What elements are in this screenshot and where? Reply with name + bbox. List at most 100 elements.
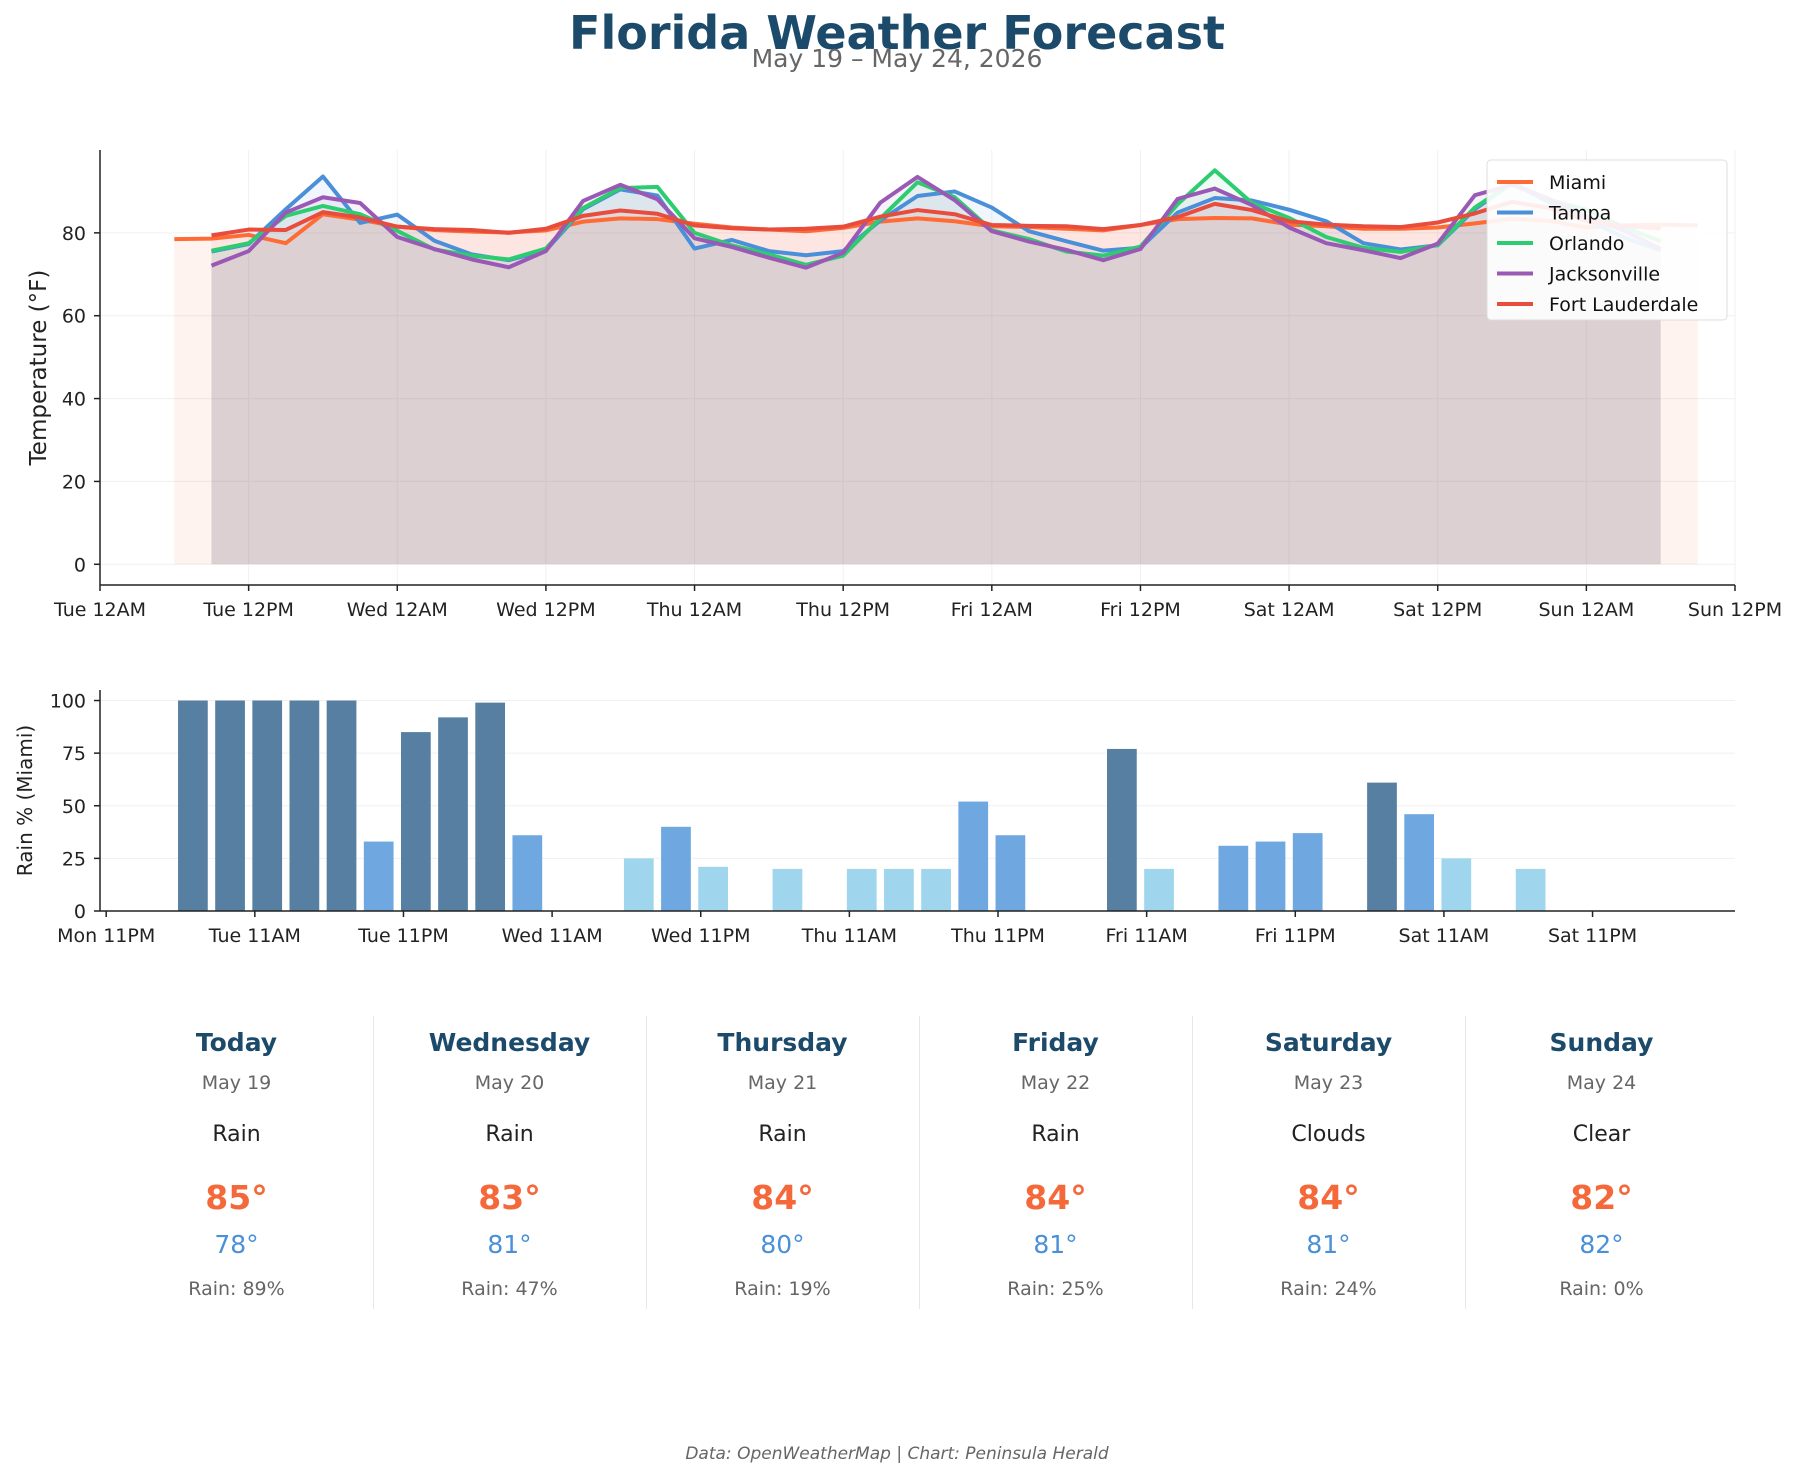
card-divider xyxy=(1465,1016,1466,1309)
forecast-high: 84° xyxy=(751,1178,814,1217)
x-tick-label: Sat 11AM xyxy=(1399,925,1490,947)
forecast-condition: Rain xyxy=(758,1122,807,1147)
forecast-day: Saturday xyxy=(1264,1028,1393,1057)
x-tick-label: Mon 11PM xyxy=(57,925,155,947)
forecast-rain: Rain: 25% xyxy=(1007,1278,1104,1300)
forecast-card: Friday May 22 Rain 84° 81° Rain: 25% xyxy=(919,1016,1192,1312)
series-line-jacksonville xyxy=(210,174,1662,270)
x-tick-label: Sat 11PM xyxy=(1548,925,1637,947)
forecast-day: Wednesday xyxy=(428,1028,591,1057)
rain-bar xyxy=(698,866,728,911)
x-tick-label: Wed 12PM xyxy=(496,599,596,621)
rain-bar xyxy=(1144,868,1174,911)
y-axis-label: Rain % (Miami) xyxy=(13,725,37,876)
y-tick-label: 80 xyxy=(62,223,86,245)
y-tick-label: 75 xyxy=(62,743,86,765)
rain-bar xyxy=(326,700,357,911)
rain-bar xyxy=(995,835,1026,911)
rain-bar xyxy=(1404,814,1435,911)
forecast-card: Today May 19 Rain 85° 78° Rain: 89% xyxy=(100,1016,373,1312)
area-jacksonville xyxy=(211,176,1661,565)
forecast-rain: Rain: 47% xyxy=(461,1278,558,1300)
forecast-low: 78° xyxy=(214,1230,259,1259)
area-tampa xyxy=(211,176,1661,565)
forecast-low: 81° xyxy=(487,1230,532,1259)
forecast-condition: Rain xyxy=(485,1122,534,1147)
rain-bars xyxy=(178,700,1546,911)
rain-bar xyxy=(1441,858,1472,911)
source-footer: Data: OpenWeatherMap | Chart: Peninsula … xyxy=(685,1444,1109,1464)
rain-bar xyxy=(400,732,431,911)
x-tick-label: Thu 11AM xyxy=(801,925,897,947)
x-tick-label: Sat 12PM xyxy=(1393,599,1482,621)
card-divider xyxy=(1192,1016,1193,1309)
rain-bar xyxy=(661,826,691,911)
forecast-low: 82° xyxy=(1579,1230,1624,1259)
rain-bar xyxy=(1367,782,1397,911)
forecast-day: Thursday xyxy=(717,1028,848,1057)
grid-lines xyxy=(99,150,1736,585)
forecast-day: Sunday xyxy=(1549,1028,1654,1057)
rain-bar xyxy=(772,868,803,911)
legend-label: Miami xyxy=(1549,172,1606,194)
area-fort-lauderdale xyxy=(211,201,1661,565)
rain-bar xyxy=(178,700,208,911)
x-tick-label: Fri 11AM xyxy=(1106,925,1188,947)
series-line-fort-lauderdale xyxy=(211,199,1661,238)
x-tick-label: Tue 12AM xyxy=(53,599,146,621)
rain-bar xyxy=(1218,845,1249,911)
y-tick-label: 25 xyxy=(62,848,86,870)
forecast-date: May 21 xyxy=(747,1072,818,1094)
y-tick-label: 60 xyxy=(62,306,86,328)
y-tick-label: 0 xyxy=(74,554,86,576)
daily-forecast: Today May 19 Rain 85° 78° Rain: 89% Wedn… xyxy=(100,1016,1742,1312)
legend-box xyxy=(1486,159,1728,321)
y-tick-label: 40 xyxy=(62,389,86,411)
legend: Miami Tampa Orlando Jacksonville Fort Lauder… xyxy=(1486,159,1728,321)
forecast-rain: Rain: 24% xyxy=(1280,1278,1377,1300)
y-tick-label: 100 xyxy=(50,691,86,713)
x-tick-label: Wed 11AM xyxy=(502,925,603,947)
forecast-date: May 20 xyxy=(474,1072,545,1094)
forecast-high: 82° xyxy=(1570,1178,1633,1217)
area-fills xyxy=(174,170,1698,565)
x-tick-label: Fri 11PM xyxy=(1255,925,1336,947)
x-tick-label: Fri 12PM xyxy=(1100,599,1181,621)
forecast-condition: Clouds xyxy=(1291,1122,1366,1147)
y-tick-label: 20 xyxy=(62,471,86,493)
temperature-chart: 0 20 40 60 80 Tue 12AM Tue 12PM Wed 12AM Wed 12P… xyxy=(26,150,1782,621)
x-tick-label: Tue 11PM xyxy=(357,925,449,947)
rain-bar xyxy=(438,717,468,911)
rain-bar xyxy=(363,841,394,911)
rain-bar xyxy=(921,868,951,911)
rain-bar xyxy=(958,801,989,911)
legend-label: Orlando xyxy=(1549,233,1624,255)
card-divider xyxy=(373,1016,374,1309)
forecast-day: Today xyxy=(195,1028,278,1057)
x-tick-label: Thu 12PM xyxy=(795,599,890,621)
rain-bar xyxy=(1515,868,1546,911)
rain-bar xyxy=(623,858,654,911)
forecast-rain: Rain: 0% xyxy=(1559,1278,1644,1300)
forecast-high: 85° xyxy=(205,1178,268,1217)
forecast-condition: Rain xyxy=(1031,1122,1080,1147)
y-tick-label: 50 xyxy=(62,796,86,818)
x-tick-label: Thu 12AM xyxy=(646,599,742,621)
forecast-date: May 23 xyxy=(1293,1072,1364,1094)
rain-bar xyxy=(512,835,543,911)
y-axis-label: Temperature (°F) xyxy=(26,270,52,467)
x-tick-label: Sat 12AM xyxy=(1244,599,1335,621)
legend-label: Tampa xyxy=(1548,203,1611,225)
rain-bar xyxy=(1107,748,1137,911)
rain-bar xyxy=(475,702,506,911)
rain-bar xyxy=(1292,833,1323,911)
rain-bar xyxy=(1255,841,1286,911)
legend-label: Fort Lauderdale xyxy=(1549,294,1698,316)
forecast-day: Friday xyxy=(1012,1028,1099,1057)
rain-chart: 0 25 50 75 100 Mon 11PM Tue 11AM Tue 11PM Wed 11… xyxy=(13,690,1735,947)
chart-subtitle: May 19 – May 24, 2026 xyxy=(751,44,1043,73)
rain-bar xyxy=(289,700,320,911)
forecast-card: Wednesday May 20 Rain 83° 81° Rain: 47% xyxy=(373,1016,646,1312)
forecast-date: May 19 xyxy=(201,1072,272,1094)
x-tick-label: Sun 12AM xyxy=(1538,599,1634,621)
